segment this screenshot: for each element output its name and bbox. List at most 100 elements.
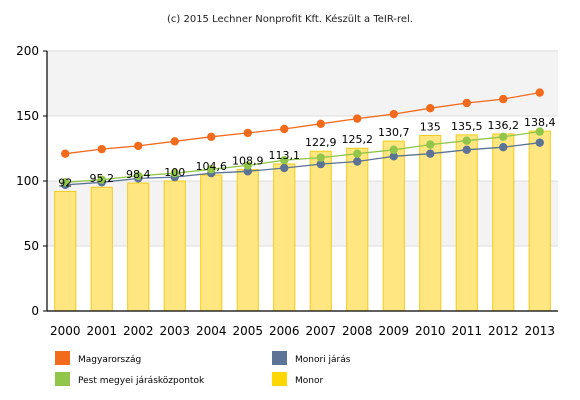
x-tick-label: 2012 <box>488 324 519 338</box>
x-tick-label: 2007 <box>305 324 336 338</box>
x-tick-label: 2008 <box>342 324 373 338</box>
series-point <box>535 88 544 97</box>
bar <box>528 130 551 312</box>
data-label: 125,2 <box>342 133 374 146</box>
x-tick-label: 2003 <box>159 324 190 338</box>
series-point <box>170 137 179 146</box>
legend-swatch <box>55 351 70 365</box>
series-point <box>535 127 544 136</box>
credit-text: (c) 2015 Lechner Nonprofit Kft. Készült … <box>167 13 413 25</box>
grid-band <box>47 51 558 116</box>
x-tick-label: 2006 <box>269 324 300 338</box>
legend-label: Pest megyei járásközpontok <box>78 376 205 386</box>
series-point <box>207 165 216 174</box>
bar <box>346 147 369 312</box>
bar <box>492 133 515 312</box>
series-point <box>207 132 216 141</box>
data-label: 135,5 <box>451 120 483 133</box>
series-point <box>243 167 252 176</box>
series-point <box>316 119 325 128</box>
series-point <box>353 149 362 158</box>
series-point <box>97 175 106 184</box>
x-tick-label: 2011 <box>451 324 482 338</box>
series-line <box>65 91 540 155</box>
x-tick-label: 2005 <box>232 324 263 338</box>
data-label: 130,7 <box>378 126 410 139</box>
x-tick-label: 2002 <box>123 324 154 338</box>
data-label: 92 <box>58 176 72 189</box>
bar <box>236 168 259 312</box>
series-point <box>243 128 252 138</box>
y-tick-label: 0 <box>31 304 39 318</box>
x-tick-label: 2004 <box>196 324 227 338</box>
bar <box>163 180 186 312</box>
y-tick-label: 100 <box>16 174 39 188</box>
data-label: 135 <box>420 121 441 134</box>
series-point <box>462 98 471 108</box>
legend-swatch <box>272 351 287 365</box>
series-point <box>316 153 325 162</box>
series-point <box>280 156 289 165</box>
bar <box>127 182 150 312</box>
x-tick-label: 2009 <box>378 324 409 338</box>
series-point <box>97 144 106 154</box>
series-line <box>65 130 540 183</box>
y-tick-label: 50 <box>24 239 39 253</box>
data-label: 122,9 <box>305 136 337 149</box>
series-point <box>535 138 544 147</box>
data-label: 95,2 <box>90 172 115 185</box>
legend-swatch <box>272 372 287 386</box>
legend-label: Monori járás <box>295 355 351 365</box>
bar <box>419 135 442 312</box>
series-point <box>499 132 508 141</box>
series-point <box>389 109 398 119</box>
legend-swatch <box>55 372 70 386</box>
data-label: 108,9 <box>232 154 264 167</box>
series-point <box>426 104 435 113</box>
series-point <box>243 161 252 170</box>
grid-band <box>47 181 558 246</box>
series-point <box>353 157 362 166</box>
series-point <box>389 145 398 154</box>
bar <box>309 150 332 312</box>
data-label: 113,1 <box>269 149 301 162</box>
data-label: 98,4 <box>126 168 151 181</box>
bar <box>382 140 405 312</box>
series-point <box>280 124 289 134</box>
bar <box>54 190 77 312</box>
series-point <box>61 149 70 158</box>
series-point <box>426 140 435 149</box>
x-tick-label: 2013 <box>524 324 555 338</box>
series-point <box>499 94 508 104</box>
legend-label: Magyarország <box>78 355 141 365</box>
plot-area: 0 50 100 150 200 92 95,2 98,4 100 104,6 108,9 113,1… <box>16 44 558 338</box>
series-point <box>462 136 471 145</box>
bar <box>273 163 296 312</box>
bar <box>200 174 223 312</box>
bar <box>90 186 113 312</box>
x-tick-label: 2000 <box>50 324 81 338</box>
series-line <box>65 142 540 186</box>
data-label: 138,4 <box>524 116 556 129</box>
series-point <box>280 163 289 173</box>
legend-label: Monor <box>295 376 323 386</box>
series-point <box>61 178 70 187</box>
bar <box>455 134 478 312</box>
series-point <box>499 143 508 152</box>
series-point <box>316 159 325 169</box>
series-point <box>426 149 435 158</box>
y-tick-label: 150 <box>16 109 39 123</box>
data-label: 104,6 <box>196 160 228 173</box>
series-point <box>134 171 143 180</box>
grid-band <box>47 246 558 311</box>
series-point <box>134 141 143 151</box>
series-point <box>353 114 362 123</box>
data-label: 100 <box>164 166 185 179</box>
series-point <box>170 169 179 178</box>
x-tick-label: 2001 <box>86 324 117 338</box>
series-point <box>389 152 398 161</box>
x-tick-label: 2010 <box>415 324 446 338</box>
data-label: 136,2 <box>488 119 520 132</box>
